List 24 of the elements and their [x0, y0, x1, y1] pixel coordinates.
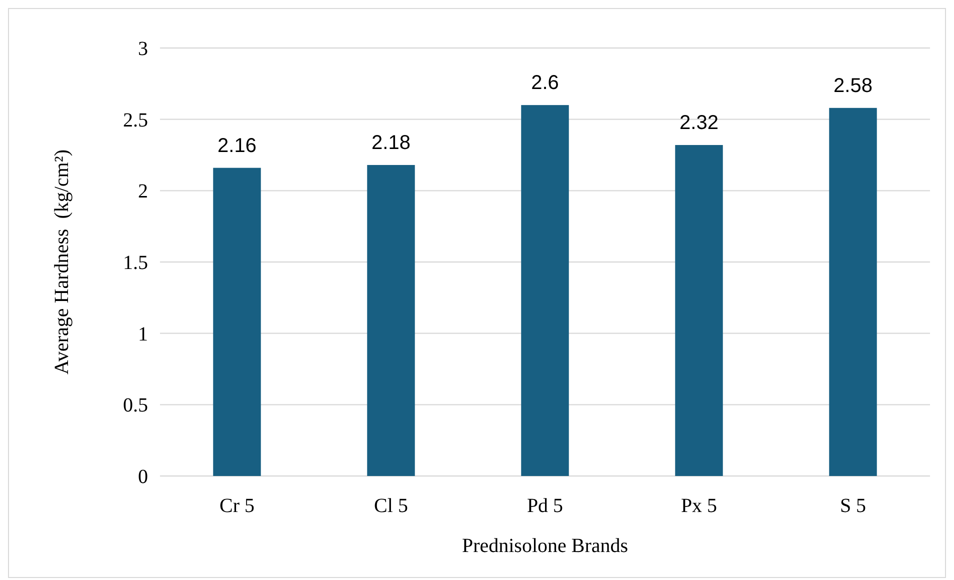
y-tick-label: 2 [138, 180, 148, 203]
y-tick-label: 0.5 [123, 394, 148, 417]
bar [829, 108, 877, 476]
x-axis-title: Prednisolone Brands [462, 535, 628, 557]
y-tick-label: 1 [138, 323, 148, 346]
bar [213, 168, 261, 476]
x-tick-label: Pd 5 [526, 495, 564, 517]
y-tick-label: 1.5 [123, 252, 148, 274]
x-tick-label: S 5 [840, 495, 866, 517]
bar [521, 105, 569, 476]
x-tick-label: Cl 5 [374, 495, 408, 517]
data-label: 2.32 [680, 112, 718, 134]
y-axis-title: Average Hardness (kg/cm²) [51, 150, 73, 374]
data-label: 2.6 [531, 72, 559, 94]
data-label: 2.18 [372, 132, 410, 154]
bar [675, 145, 723, 476]
y-tick-label: 0 [138, 466, 148, 488]
data-label: 2.16 [218, 134, 256, 157]
data-label: 2.58 [834, 74, 872, 97]
y-tick-label: 2.5 [123, 109, 148, 132]
x-tick-label: Px 5 [680, 495, 718, 517]
bar [367, 164, 415, 476]
x-tick-label: Cr 5 [220, 495, 254, 517]
y-tick-label: 3 [138, 38, 148, 60]
